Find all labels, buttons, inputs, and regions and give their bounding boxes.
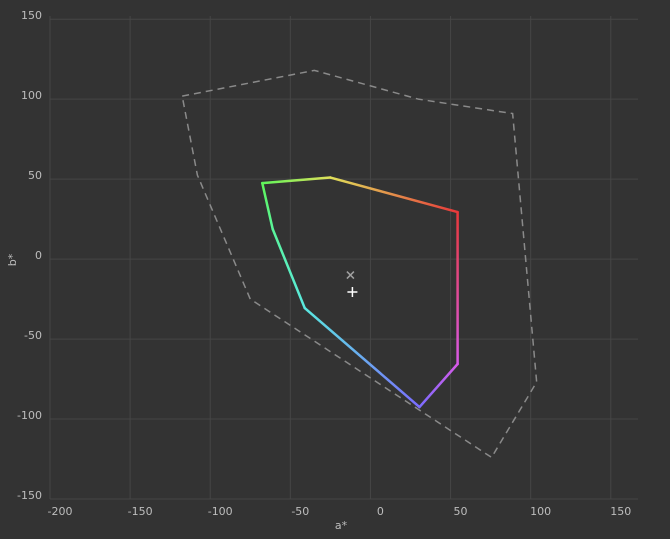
x-tick-label: 50 <box>454 505 468 518</box>
x-tick-label: -150 <box>128 505 153 518</box>
x-tick-label: 100 <box>530 505 551 518</box>
x-tick-label: 150 <box>610 505 631 518</box>
gamut-edge <box>271 227 306 310</box>
y-tick-label: 0 <box>35 249 42 262</box>
y-tick-label: -150 <box>17 489 42 502</box>
x-axis-label: a* <box>335 519 348 532</box>
marker <box>347 287 358 298</box>
marker <box>346 271 355 280</box>
x-tick-label: -50 <box>291 505 309 518</box>
x-tick-label: -200 <box>48 505 73 518</box>
y-axis-label: b* <box>6 253 19 266</box>
x-tick-label: -100 <box>208 505 233 518</box>
y-tick-label: 150 <box>21 9 42 22</box>
gamut-edge <box>261 176 332 185</box>
y-tick-label: 100 <box>21 89 42 102</box>
gamut-edge <box>303 306 421 409</box>
reference-gamut <box>181 69 538 459</box>
y-tick-label: 50 <box>28 169 42 182</box>
y-tick-label: -100 <box>17 409 42 422</box>
x-tick-label: 0 <box>377 505 384 518</box>
gamut-edge <box>261 181 274 231</box>
y-tick-label: -50 <box>24 329 42 342</box>
gamut-edge <box>329 176 459 214</box>
gamut-edge <box>418 362 459 409</box>
